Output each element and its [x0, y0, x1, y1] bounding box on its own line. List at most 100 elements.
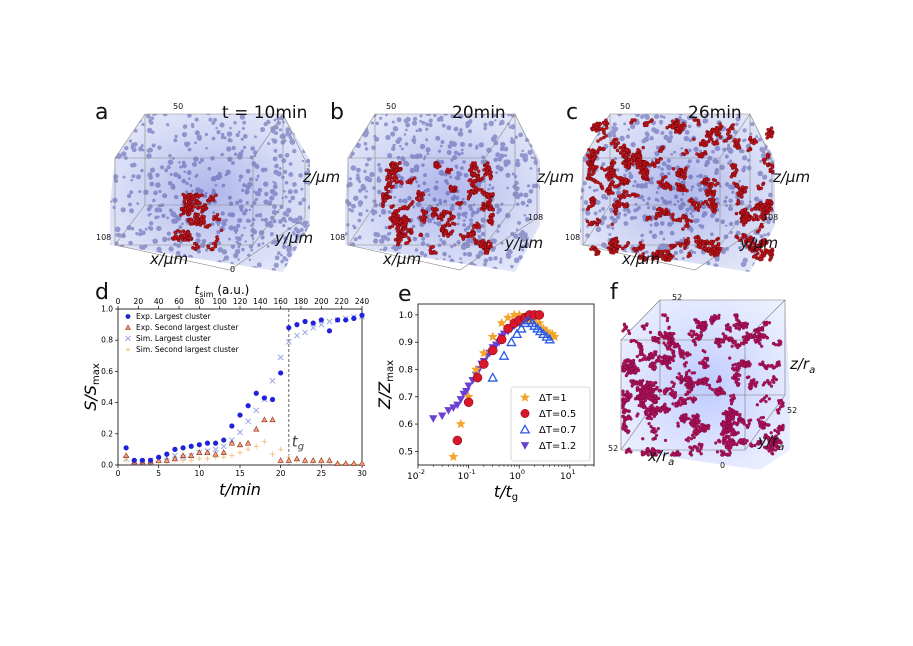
chart-d-xtick-label: 20	[276, 469, 286, 478]
panel-a-z-label: z/μm	[303, 168, 341, 186]
chart-d-point	[204, 456, 211, 462]
chart-d-point	[253, 425, 260, 432]
chart-e-point	[437, 412, 447, 421]
panel-f-tick-top: 52	[672, 293, 683, 302]
chart-e-xtick-label: 10-1	[458, 468, 476, 482]
chart-d-ytick-label: 0.8	[101, 336, 113, 345]
chart-d-top-xtick-label: 40	[154, 297, 164, 306]
chart-e-xlabel: t/tg	[494, 482, 518, 503]
chart-e-legend-marker	[520, 442, 530, 450]
panel-letter-b: b	[330, 100, 344, 125]
chart-e-ytick-label: 0.5	[399, 447, 413, 457]
chart-d-point	[147, 457, 154, 463]
chart-e-xtick-label: 101	[560, 468, 576, 482]
chart-d-point	[285, 457, 292, 463]
cluster-b	[381, 161, 495, 255]
chart-e-point	[478, 347, 489, 358]
chart-e-ytick-label: 0.6	[399, 420, 414, 430]
chart-d-point	[163, 457, 170, 463]
chart-e-point	[487, 372, 499, 382]
chart-d-point	[245, 439, 252, 446]
chart-d-point	[277, 354, 284, 361]
chart-d-point	[123, 452, 130, 459]
chart-e-point	[455, 418, 466, 429]
panel-a-tick-top: 50	[173, 102, 184, 111]
chart-e-legend-label: ΔT=1.2	[539, 441, 576, 452]
chart-d-point	[221, 454, 227, 460]
chart-d-point	[350, 460, 357, 466]
chart-e-point	[464, 382, 473, 391]
chart-e-ytick-label: 0.9	[399, 338, 414, 348]
chart-d-point	[188, 443, 194, 449]
panel-f-tick-right: 52	[787, 406, 798, 415]
chart-d: 0 5 10 15 20 25 300.00.20.40.60.81.00 20 40 60 80 1…	[81, 283, 369, 499]
chart-d-point	[326, 457, 333, 463]
chart-d-point	[164, 451, 170, 457]
chart-d-point	[123, 445, 129, 451]
chart-d-top-xtick-label: 220	[335, 297, 350, 306]
chart-d-point	[245, 446, 251, 452]
chart-e-point	[471, 364, 481, 374]
panel-a-tick-left: 108	[96, 233, 112, 242]
panel-b-z-label: z/μm	[537, 168, 575, 186]
chart-d-ytick-label: 0.6	[101, 367, 113, 376]
chart-d-ytick-label: 1.0	[101, 305, 113, 314]
chart-d-top-xtick-label: 160	[274, 297, 289, 306]
panel-c-time: 26min	[688, 103, 742, 123]
chart-e-frame	[417, 303, 595, 466]
chart-e-point	[503, 323, 513, 334]
panel-b-time: 20min	[452, 103, 506, 123]
chart-e-point	[519, 317, 531, 328]
cluster-a	[170, 192, 224, 252]
panel-f-z-label: z/ra	[790, 355, 816, 376]
chart-d-point	[269, 451, 276, 457]
chart-d-xtick-label: 0	[116, 469, 121, 478]
chart-e-point	[429, 415, 438, 423]
chart-e-point	[498, 350, 510, 360]
panel-f	[620, 299, 790, 470]
chart-e-legend-marker	[519, 423, 531, 434]
panel-c-tick-right: 108	[763, 213, 779, 222]
panel-f-tick-left: 52	[608, 444, 619, 453]
panel-a-time: t = 10min	[222, 103, 308, 123]
chart-d-point	[171, 455, 179, 462]
chart-e-ylabel: Z/Zmax	[375, 360, 396, 410]
chart-d-point	[180, 445, 186, 451]
chart-e-point	[503, 312, 513, 322]
chart-e-point	[448, 451, 459, 462]
panel-b-tick-right: 108	[528, 213, 544, 222]
chart-e-point	[449, 404, 458, 412]
chart-d-point	[139, 457, 145, 463]
chart-d-point	[228, 439, 235, 446]
chart-d-point	[326, 318, 333, 325]
chart-d-top-xtick-label: 60	[174, 297, 184, 306]
chart-e-point	[462, 387, 471, 396]
chart-d-ylabel: S/Smax	[81, 363, 102, 411]
chart-d-point	[212, 450, 219, 457]
chart-e-legend-label: ΔT=1	[539, 393, 567, 404]
panel-f-tick-bottom: 0	[720, 461, 726, 470]
chart-d-point	[229, 423, 235, 429]
chart-d-ytick-label: 0.4	[101, 398, 113, 407]
panel-letter-e: e	[398, 282, 412, 307]
chart-e-legend-marker	[520, 409, 530, 418]
chart-d-point	[253, 407, 260, 414]
chart-e-point	[453, 401, 462, 410]
chart-d-point	[285, 338, 292, 345]
chart-d-ytick-label: 0.2	[101, 429, 113, 438]
chart-e-point	[456, 396, 465, 404]
chart-d-top-xtick-label: 200	[314, 297, 329, 306]
chart-d-point	[278, 370, 284, 376]
chart-d-point	[269, 396, 276, 403]
panel-a-x-label: x/μm	[150, 250, 189, 268]
cluster-c	[585, 118, 775, 262]
panel-letter-f: f	[610, 280, 618, 305]
cluster-f	[621, 313, 785, 457]
chart-d-top-xtick-label: 0	[116, 297, 121, 306]
chart-d-top-xtick-label: 180	[294, 297, 309, 306]
chart-d-point	[156, 454, 162, 460]
chart-d-point	[131, 457, 137, 463]
chart-d-point	[334, 460, 341, 466]
chart-d-xtick-label: 15	[235, 469, 245, 478]
chart-d-point	[220, 449, 227, 455]
